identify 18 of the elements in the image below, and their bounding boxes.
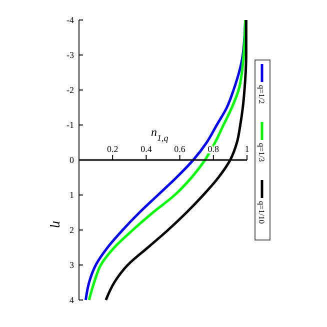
- y-tick-label: 2: [70, 225, 74, 236]
- x-tick-label: 0.6: [174, 144, 186, 154]
- y-tick-label: 0: [70, 155, 74, 166]
- legend-label: q=1/10: [257, 201, 266, 224]
- x-tick-label: 1: [244, 144, 250, 154]
- y-tick-label: 4: [70, 295, 74, 306]
- y-tick-label: 1: [70, 190, 74, 200]
- y-tick-label: -2: [66, 85, 74, 96]
- y-tick-label: -4: [66, 15, 74, 26]
- legend-label: q=1/2: [257, 85, 266, 104]
- x-tick-label: 0.4: [140, 144, 152, 154]
- y-tick-label: -3: [66, 50, 74, 60]
- y-tick-label: -1: [66, 120, 74, 130]
- legend-label: q=1/3: [257, 143, 266, 162]
- y-tick-label: 3: [70, 260, 74, 270]
- x-tick-label: 0.2: [106, 144, 118, 154]
- y-axis-title: η: [49, 220, 64, 228]
- x-axis-title: n$_{1,q}$: [151, 125, 169, 143]
